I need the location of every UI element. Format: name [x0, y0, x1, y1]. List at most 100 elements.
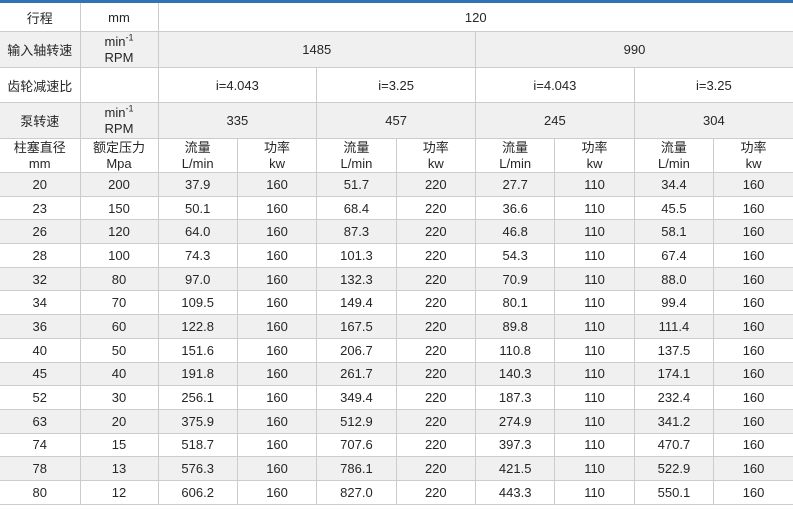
pump-speed-row: 泵转速 min-1 RPM 335 457 245 304	[0, 102, 793, 139]
col-header-flow: 流量 L/min	[316, 138, 397, 173]
cell-power: 160	[713, 290, 793, 316]
cell-flow: 232.4	[633, 385, 715, 410]
cell-flow: 67.4	[633, 243, 715, 268]
cell-power: 160	[236, 385, 318, 410]
cell-diameter: 45	[0, 361, 81, 387]
cell-flow: 174.1	[633, 361, 715, 387]
cell-flow: 64.0	[157, 219, 238, 245]
col-header-power: 功率 kw	[395, 138, 477, 173]
cell-power: 110	[554, 172, 635, 197]
cell-power: 160	[713, 432, 793, 458]
cell-power: 160	[236, 314, 318, 339]
cell-power: 110	[554, 290, 635, 316]
col-header-pressure: 额定压力 Mpa	[79, 138, 159, 173]
cell-power: 160	[236, 243, 318, 268]
cell-flow: 122.8	[157, 314, 238, 339]
cell-flow: 140.3	[474, 361, 556, 387]
col-header-power: 功率 kw	[236, 138, 318, 173]
cell-flow: 518.7	[157, 432, 238, 458]
gear-ratio-value: i=3.25	[633, 67, 793, 103]
table-row: 36 60 122.8 160 167.5 220 89.8 110 111.4 160	[0, 314, 793, 339]
cell-power: 160	[713, 337, 793, 363]
cell-power: 160	[713, 172, 793, 197]
cell-diameter: 74	[0, 432, 81, 458]
pump-speed-value: 335	[157, 102, 318, 139]
cell-power: 220	[395, 432, 477, 458]
gear-ratio-value: i=4.043	[157, 67, 318, 103]
gear-ratio-label: 齿轮减速比	[0, 67, 81, 103]
gear-ratio-row: 齿轮减速比 i=4.043 i=3.25 i=4.043 i=3.25	[0, 67, 793, 103]
cell-power: 160	[236, 219, 318, 245]
input-speed-value-1485: 1485	[157, 31, 476, 68]
cell-flow: 110.8	[474, 337, 556, 363]
col-header-power: 功率 kw	[554, 138, 635, 173]
cell-diameter: 20	[0, 172, 81, 197]
stroke-row: 行程 mm 120	[0, 1, 793, 32]
pump-speed-value: 457	[316, 102, 476, 139]
cell-diameter: 34	[0, 290, 81, 316]
cell-flow: 89.8	[474, 314, 556, 339]
cell-diameter: 36	[0, 314, 81, 339]
cell-pressure: 60	[79, 314, 159, 339]
cell-power: 110	[554, 337, 635, 363]
cell-power: 160	[713, 479, 793, 505]
cell-flow: 37.9	[157, 172, 238, 197]
cell-flow: 54.3	[474, 243, 556, 268]
table-row: 52 30 256.1 160 349.4 220 187.3 110 232.4 160	[0, 385, 793, 410]
table-row: 78 13 576.3 160 786.1 220 421.5 110 522.9 160	[0, 456, 793, 481]
cell-power: 110	[554, 314, 635, 339]
cell-pressure: 20	[79, 408, 159, 434]
table-row: 34 70 109.5 160 149.4 220 80.1 110 99.4 160	[0, 290, 793, 316]
cell-power: 220	[395, 361, 477, 387]
cell-flow: 99.4	[633, 290, 715, 316]
cell-power: 160	[236, 195, 318, 221]
cell-diameter: 28	[0, 243, 81, 268]
cell-flow: 576.3	[157, 456, 238, 481]
cell-flow: 167.5	[316, 314, 397, 339]
cell-flow: 80.1	[474, 290, 556, 316]
cell-pressure: 50	[79, 337, 159, 363]
cell-flow: 111.4	[633, 314, 715, 339]
cell-flow: 206.7	[316, 337, 397, 363]
cell-power: 160	[713, 361, 793, 387]
input-speed-label: 输入轴转速	[0, 31, 81, 68]
cell-diameter: 78	[0, 456, 81, 481]
cell-pressure: 100	[79, 243, 159, 268]
cell-pressure: 15	[79, 432, 159, 458]
cell-flow: 87.3	[316, 219, 397, 245]
input-speed-row: 输入轴转速 min-1 RPM 1485 990	[0, 31, 793, 68]
cell-power: 220	[395, 456, 477, 481]
stroke-label: 行程	[0, 1, 81, 32]
cell-pressure: 12	[79, 479, 159, 505]
cell-pressure: 13	[79, 456, 159, 481]
cell-power: 160	[236, 479, 318, 505]
cell-flow: 97.0	[157, 266, 238, 292]
cell-flow: 786.1	[316, 456, 397, 481]
cell-flow: 606.2	[157, 479, 238, 505]
cell-flow: 51.7	[316, 172, 397, 197]
cell-power: 220	[395, 385, 477, 410]
cell-flow: 187.3	[474, 385, 556, 410]
cell-pressure: 200	[79, 172, 159, 197]
pump-speed-unit: min-1 RPM	[79, 102, 159, 139]
input-speed-value-990: 990	[475, 31, 793, 68]
cell-flow: 68.4	[316, 195, 397, 221]
table-row: 40 50 151.6 160 206.7 220 110.8 110 137.5 160	[0, 337, 793, 363]
cell-power: 160	[236, 337, 318, 363]
cell-power: 110	[554, 456, 635, 481]
cell-flow: 27.7	[474, 172, 556, 197]
col-header-flow: 流量 L/min	[157, 138, 238, 173]
cell-power: 160	[236, 266, 318, 292]
cell-flow: 46.8	[474, 219, 556, 245]
cell-power: 160	[236, 172, 318, 197]
cell-power: 110	[554, 266, 635, 292]
cell-flow: 58.1	[633, 219, 715, 245]
cell-pressure: 120	[79, 219, 159, 245]
cell-power: 220	[395, 337, 477, 363]
cell-flow: 827.0	[316, 479, 397, 505]
cell-diameter: 26	[0, 219, 81, 245]
cell-power: 110	[554, 432, 635, 458]
cell-power: 110	[554, 219, 635, 245]
